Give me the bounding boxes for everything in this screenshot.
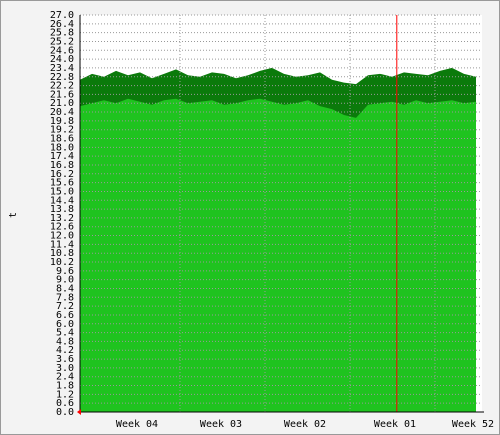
y-tick-label: 4.2: [56, 345, 74, 356]
y-tick-label: 9.6: [56, 266, 74, 277]
y-tick-label: 24.6: [50, 45, 74, 56]
x-tick-label: Week 03: [200, 419, 242, 430]
y-tick-label: 12.0: [50, 231, 74, 242]
y-tick-label: 5.4: [56, 328, 74, 339]
origin-arrow: [77, 409, 81, 415]
y-tick-label: 6.0: [56, 319, 74, 330]
x-tick-label: Week 52: [452, 419, 494, 430]
y-tick-label: 7.2: [56, 301, 74, 312]
y-tick-label: 25.8: [50, 28, 74, 39]
y-tick-label: 20.4: [50, 107, 74, 118]
y-tick-label: 9.0: [56, 275, 74, 286]
y-tick-label: 23.4: [50, 63, 74, 74]
y-tick-label: 22.2: [50, 81, 74, 92]
y-tick-label: 21.0: [50, 98, 74, 109]
y-tick-label: 0.6: [56, 398, 74, 409]
y-axis-label: t: [8, 212, 19, 218]
y-tick-label: 21.6: [50, 89, 74, 100]
y-tick-label: 18.0: [50, 142, 74, 153]
y-tick-label: 12.6: [50, 222, 74, 233]
plot: [80, 67, 476, 413]
x-tick-label: Week 01: [374, 419, 416, 430]
y-tick-label: 10.8: [50, 248, 74, 259]
area: [80, 98, 476, 413]
y-tick-label: 15.6: [50, 178, 74, 189]
y-tick-label: 15.0: [50, 186, 74, 197]
y-tick-label: 17.4: [50, 151, 74, 162]
y-tick-label: 25.2: [50, 36, 74, 47]
y-tick-label: 8.4: [56, 283, 74, 294]
y-tick-label: 7.8: [56, 292, 74, 303]
y-tick-label: 11.4: [50, 239, 74, 250]
y-tick-label: 1.8: [56, 381, 74, 392]
y-tick-label: 1.2: [56, 389, 74, 400]
y-tick-label: 26.4: [50, 19, 74, 30]
y-tick-label: 4.8: [56, 336, 74, 347]
y-tick-label: 14.4: [50, 195, 74, 206]
y-tick-label: 2.4: [56, 372, 74, 383]
y-tick-label: 3.0: [56, 363, 74, 374]
y-tick-label: 10.2: [50, 257, 74, 268]
y-tick-label: 13.8: [50, 204, 74, 215]
y-tick-label: 0.0: [56, 407, 74, 418]
x-tick-label: Week 02: [284, 419, 326, 430]
y-tick-label: 24.0: [50, 54, 74, 65]
y-tick-label: 13.2: [50, 213, 74, 224]
y-tick-label: 16.8: [50, 160, 74, 171]
y-tick-label: 27.0: [50, 10, 74, 21]
y-tick-label: 16.2: [50, 169, 74, 180]
x-tick-label: Week 04: [116, 419, 158, 430]
y-tick-label: 22.8: [50, 72, 74, 83]
y-tick-label: 6.6: [56, 310, 74, 321]
y-tick-label: 18.6: [50, 134, 74, 145]
y-tick-label: 3.6: [56, 354, 74, 365]
y-tick-label: 19.2: [50, 125, 74, 136]
y-tick-label: 19.8: [50, 116, 74, 127]
